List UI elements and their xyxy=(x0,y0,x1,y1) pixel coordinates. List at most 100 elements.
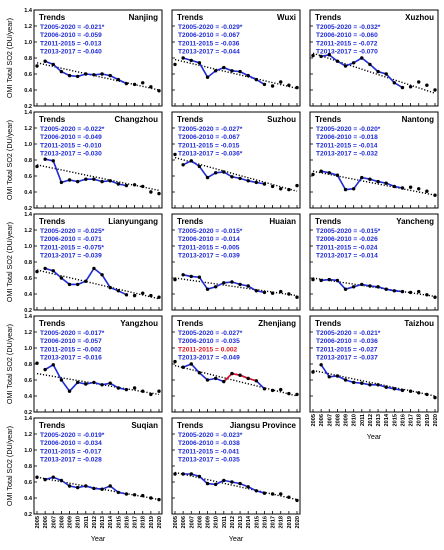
series-line xyxy=(44,158,127,187)
data-point xyxy=(335,374,340,378)
trend-value: T2005-2020 = -0.029* xyxy=(178,24,243,31)
x-axis-label: Year xyxy=(229,534,244,543)
y-tick-label: 0.2 xyxy=(24,410,32,416)
trend-value: T2013-2017 = -0.044 xyxy=(178,49,240,56)
data-point xyxy=(213,69,218,73)
y-axis-label: OMI Total SO2 (DU/year) xyxy=(5,222,14,302)
y-tick-label: 1.0 xyxy=(24,244,32,250)
trends-heading: Trends xyxy=(39,319,66,328)
data-point xyxy=(173,277,177,282)
data-point xyxy=(59,276,64,280)
data-point xyxy=(238,373,242,377)
trend-value: T2011-2015 = -0.027 xyxy=(316,346,378,353)
data-point xyxy=(213,171,218,175)
data-point xyxy=(51,62,55,67)
x-tick-label: 2015 xyxy=(116,516,122,528)
x-tick-label: 2019 xyxy=(149,516,155,528)
regression-fit-line xyxy=(312,277,436,298)
data-point xyxy=(295,392,299,397)
data-point xyxy=(51,269,55,273)
data-point xyxy=(270,184,275,189)
data-point xyxy=(408,185,413,189)
data-point xyxy=(327,277,331,282)
data-point xyxy=(43,477,47,482)
data-point xyxy=(368,284,372,288)
data-point xyxy=(157,389,161,393)
data-point xyxy=(270,84,275,88)
data-point xyxy=(400,388,405,393)
data-point xyxy=(254,180,259,185)
panel-title: Taizhou xyxy=(404,319,434,328)
regression-fit-line xyxy=(36,372,160,396)
data-point xyxy=(75,74,80,79)
regression-fit-line xyxy=(36,269,160,300)
trend-value: T2005-2020 = -0.027* xyxy=(178,126,243,133)
data-point xyxy=(116,289,121,293)
data-point xyxy=(384,287,388,291)
regression-fit-line xyxy=(174,471,298,501)
data-point xyxy=(360,175,364,180)
chart-panel-nantong: Nantong Trends T2005-2020 = -0.020*T2006-2… xyxy=(309,111,439,209)
data-point xyxy=(100,179,104,184)
trend-value: T2013-2017 = -0.070 xyxy=(316,49,378,56)
data-point xyxy=(311,53,315,58)
x-tick-label: 2007 xyxy=(51,516,57,528)
y-tick-label: 1.2 xyxy=(24,228,32,234)
data-point xyxy=(392,387,397,391)
trend-value: T2011-2015 = -0.036 xyxy=(178,40,240,47)
data-point xyxy=(279,492,283,496)
data-point xyxy=(100,383,104,387)
x-tick-label: 2009 xyxy=(344,414,350,426)
y-tick-label: 0.8 xyxy=(24,362,32,368)
chart-panel-lianyungang: 0.2 0.4 0.6 0.8 1.0 1.2 1.4 Lianyungang Trends T2… xyxy=(24,212,163,314)
chart-panel-suqian: 0.2 0.4 0.6 0.8 1.0 1.2 1.4 Suqian Trends T2005-2… xyxy=(24,416,163,518)
chart-panel-jiangsu-province: Jiangsu Province Trends T2005-2020 = -0.02… xyxy=(171,417,301,515)
data-point xyxy=(238,176,242,181)
data-point xyxy=(157,295,161,299)
data-point xyxy=(238,69,242,74)
panel-title: Lianyungang xyxy=(108,217,158,226)
x-tick-label: 2018 xyxy=(279,516,285,528)
data-point xyxy=(279,387,283,392)
data-point xyxy=(343,378,348,382)
data-point xyxy=(124,183,129,188)
y-tick-label: 1.0 xyxy=(24,40,32,46)
data-point xyxy=(262,290,267,295)
data-point xyxy=(262,182,267,186)
data-point xyxy=(124,387,129,392)
y-axis-label: OMI Total SO2 (DU/year) xyxy=(5,120,14,200)
data-point xyxy=(116,182,121,186)
data-point xyxy=(360,282,364,287)
data-point xyxy=(124,81,129,86)
y-tick-label: 0.8 xyxy=(24,158,32,164)
data-point xyxy=(59,69,64,74)
y-tick-label: 0.2 xyxy=(24,308,32,314)
y-tick-label: 0.2 xyxy=(24,206,32,212)
trend-value: T2011-2015 = 0.002 xyxy=(178,346,238,353)
data-point xyxy=(92,177,96,181)
data-point xyxy=(287,83,291,87)
data-point xyxy=(287,187,291,192)
x-tick-label: 2006 xyxy=(43,516,49,528)
trend-value: T2013-2017 = -0.040 xyxy=(40,49,102,56)
series-line xyxy=(182,57,265,86)
data-point xyxy=(270,388,275,393)
panel-title: Wuxi xyxy=(277,13,296,22)
data-point xyxy=(189,362,193,366)
data-point xyxy=(51,475,55,479)
data-point xyxy=(100,72,104,76)
series-line xyxy=(182,363,266,390)
data-point xyxy=(157,191,161,196)
data-point xyxy=(173,359,177,364)
data-point xyxy=(254,77,259,82)
x-tick-label: 2006 xyxy=(181,516,187,528)
x-tick-label: 2006 xyxy=(319,414,325,426)
data-point xyxy=(141,291,145,295)
data-point xyxy=(246,284,250,288)
data-point xyxy=(222,379,226,384)
data-point xyxy=(197,474,202,479)
x-tick-label: 2020 xyxy=(433,414,439,426)
data-point xyxy=(238,481,242,486)
panel-title: Suzhou xyxy=(267,115,296,124)
data-point xyxy=(262,491,267,495)
